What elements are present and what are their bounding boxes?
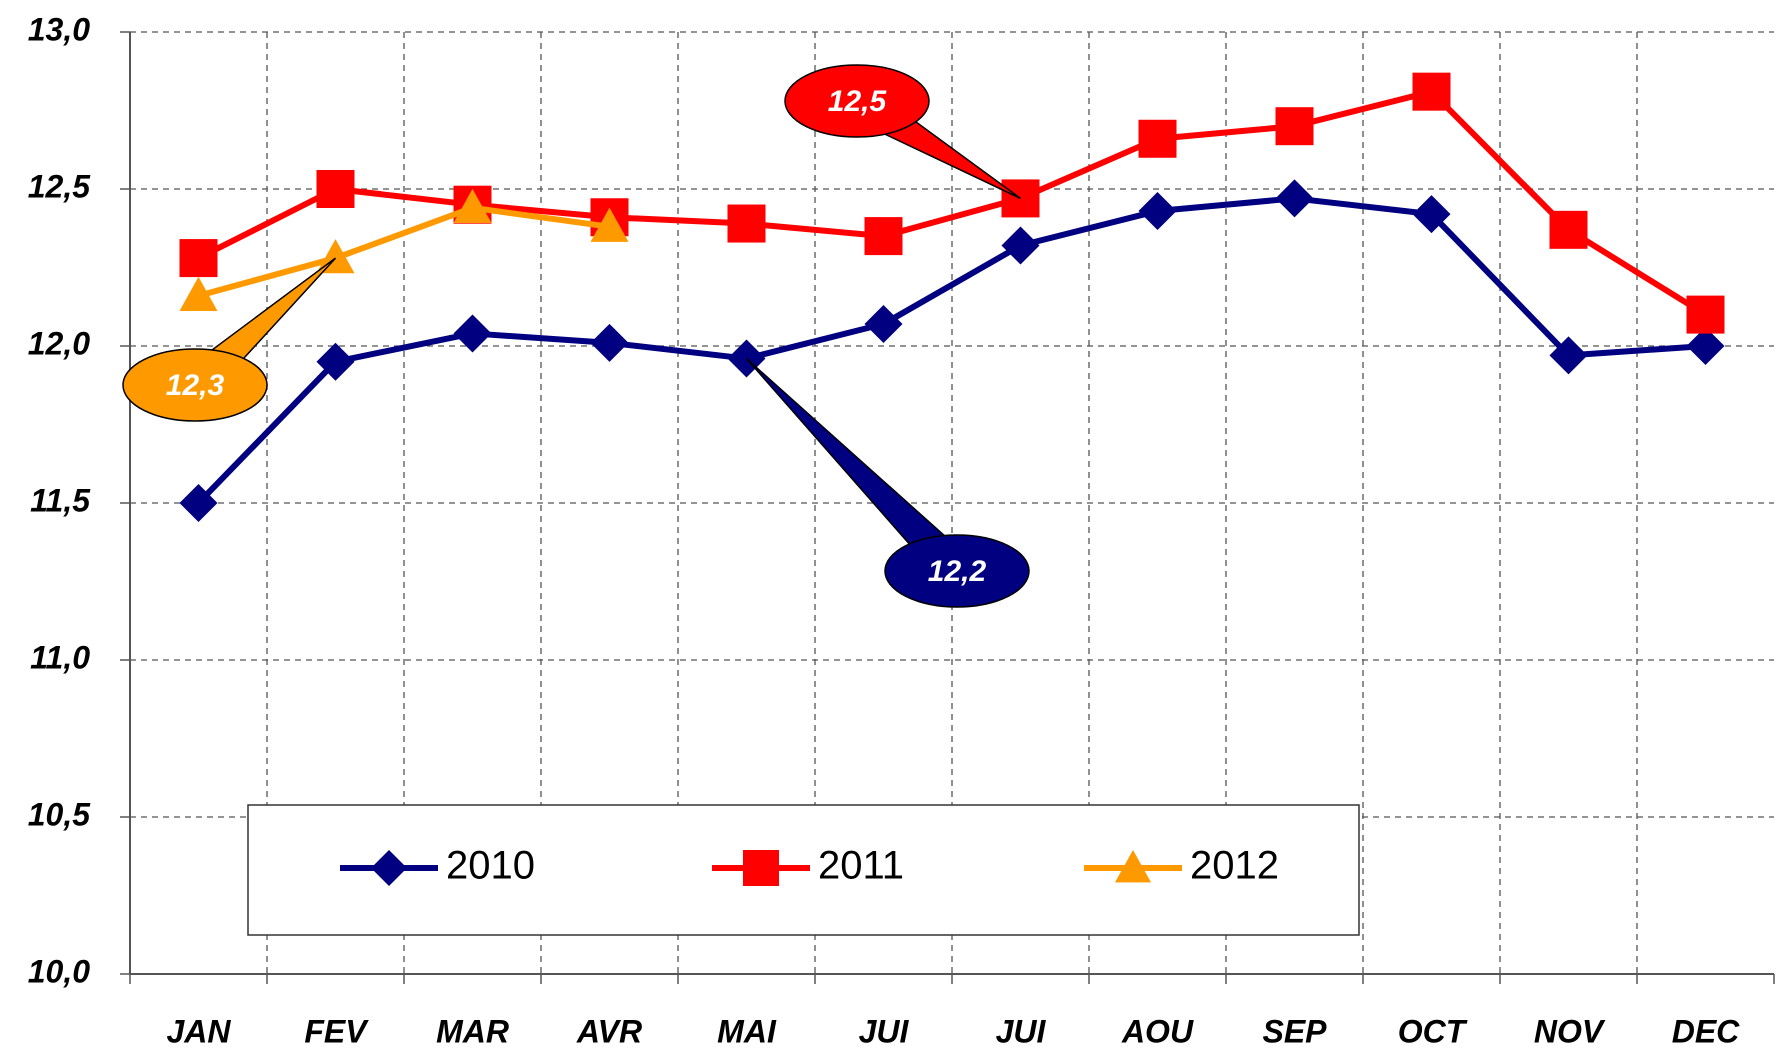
marker	[1275, 107, 1314, 146]
y-tick-label: 10,0	[28, 953, 90, 989]
series-line	[197, 88, 1708, 318]
annotation: 12,2	[928, 555, 987, 588]
x-tick-label: AVR	[576, 1013, 642, 1049]
marker	[179, 484, 218, 522]
x-tick-label: MAR	[436, 1013, 509, 1049]
legend-label: 2010	[446, 844, 535, 888]
x-tick-label: AOU	[1121, 1013, 1194, 1049]
marker	[453, 188, 492, 224]
marker	[727, 204, 766, 243]
marker	[1686, 295, 1725, 334]
marker	[179, 276, 218, 311]
y-tick-label: 11,5	[30, 482, 91, 518]
callout-bubble	[122, 348, 268, 422]
marker	[1138, 191, 1177, 230]
annotation: 12,3	[166, 369, 225, 402]
callout-bubble	[784, 64, 930, 138]
y-tick-label: 10,5	[28, 796, 91, 832]
marker	[453, 314, 492, 353]
series-line	[197, 204, 610, 299]
marker	[1115, 850, 1151, 883]
x-tick-label: SEP	[1262, 1013, 1327, 1049]
marker	[743, 850, 779, 886]
marker	[1549, 210, 1588, 249]
y-tick-label: 12,5	[28, 168, 91, 204]
legend-label: 2011	[818, 844, 904, 888]
x-tick-label: OCT	[1398, 1013, 1468, 1049]
series-line	[196, 195, 1706, 506]
y-tick-label: 13,0	[28, 11, 90, 47]
marker	[1001, 226, 1040, 265]
marker	[864, 217, 903, 256]
x-tick-label: NOV	[1534, 1013, 1606, 1049]
marker	[316, 170, 355, 208]
marker	[1275, 179, 1314, 218]
x-tick-label: JAN	[166, 1013, 231, 1049]
marker	[1412, 72, 1451, 111]
marker	[1138, 119, 1177, 158]
y-tick-label: 12,0	[28, 325, 90, 361]
marker	[864, 305, 903, 344]
marker	[590, 323, 629, 362]
x-tick-label: JUI	[996, 1013, 1047, 1049]
marker	[371, 850, 407, 886]
x-tick-label: FEV	[304, 1013, 369, 1049]
marker	[590, 207, 629, 242]
marker	[1412, 195, 1451, 234]
marker	[179, 239, 218, 278]
legend-label: 2012	[1190, 844, 1279, 888]
marker	[1686, 327, 1725, 365]
callout-bubble	[884, 534, 1030, 608]
y-tick-label: 11,0	[30, 639, 90, 675]
x-tick-label: JUI	[859, 1013, 910, 1049]
marker	[1549, 336, 1588, 375]
annotation: 12,5	[828, 85, 888, 118]
marker	[316, 342, 355, 381]
x-tick-label: MAI	[717, 1013, 777, 1049]
x-tick-label: DEC	[1672, 1013, 1740, 1049]
